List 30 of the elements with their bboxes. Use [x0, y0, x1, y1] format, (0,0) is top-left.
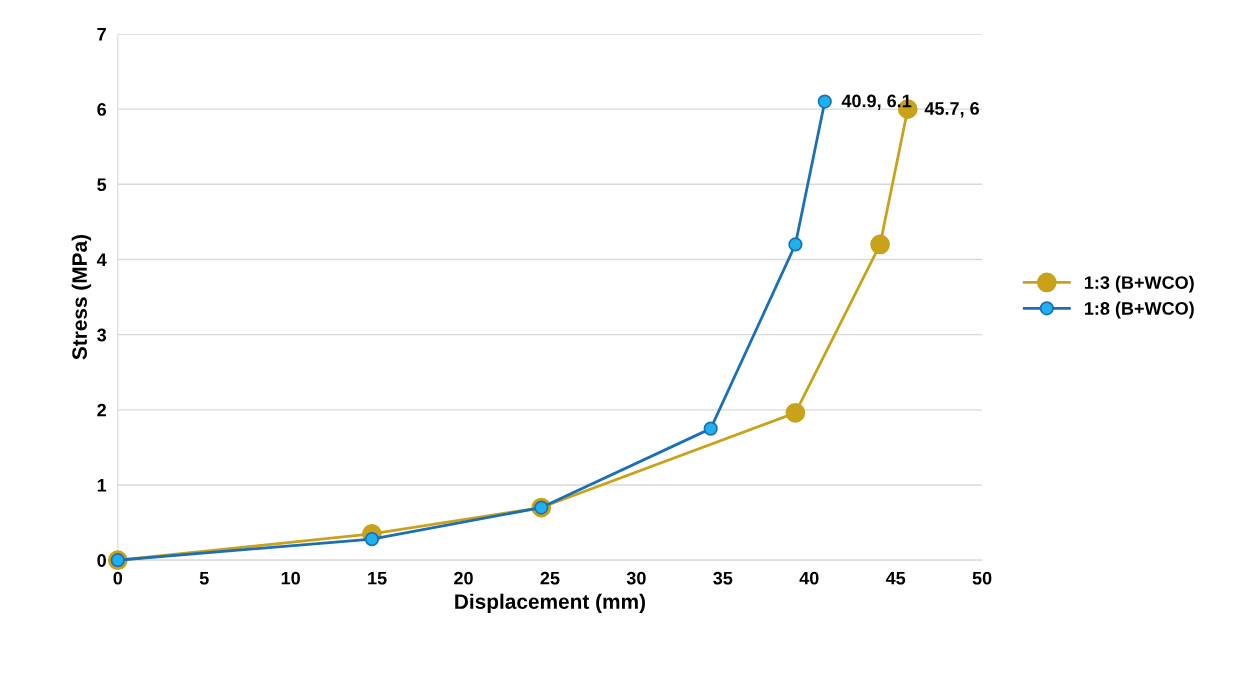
x-tick-label: 30 — [626, 571, 646, 585]
x-tick-label: 50 — [972, 571, 992, 585]
point — [870, 234, 890, 255]
y-tick-label: 4 — [96, 253, 107, 267]
x-tick-label: 10 — [281, 571, 300, 585]
x-tick-label: 15 — [368, 571, 387, 585]
point — [785, 402, 806, 423]
x-tick-label: 5 — [199, 571, 209, 585]
y-tick-label: 0 — [97, 554, 106, 567]
annotation: 40.9, 6.1 — [841, 94, 912, 110]
x-axis-title: Displacement (mm) — [455, 593, 645, 614]
y-tick-label: 7 — [97, 28, 106, 41]
x-tick-label: 35 — [713, 571, 733, 585]
point — [703, 421, 718, 436]
annotation: 45.7, 6 — [924, 102, 979, 118]
y-tick-label: 1 — [97, 479, 107, 492]
y-tick-label: 5 — [97, 178, 107, 192]
point — [788, 237, 803, 252]
x-tick-label: 25 — [540, 571, 560, 585]
x-tick-label: 0 — [113, 571, 123, 585]
y-tick-label: 3 — [97, 328, 107, 342]
x-tick-label: 20 — [454, 571, 473, 585]
point — [817, 94, 832, 109]
legend-label: 1:8 (B+WCO) — [1084, 301, 1194, 319]
y-tick-label: 2 — [97, 403, 106, 417]
x-tick-label: 40 — [799, 571, 819, 585]
x-tick-label: 45 — [885, 571, 906, 585]
y-axis-title: Stress (MPa) — [71, 235, 92, 360]
legend-label: 1:3 (B+WCO) — [1084, 275, 1194, 293]
y-tick-label: 6 — [97, 103, 107, 116]
